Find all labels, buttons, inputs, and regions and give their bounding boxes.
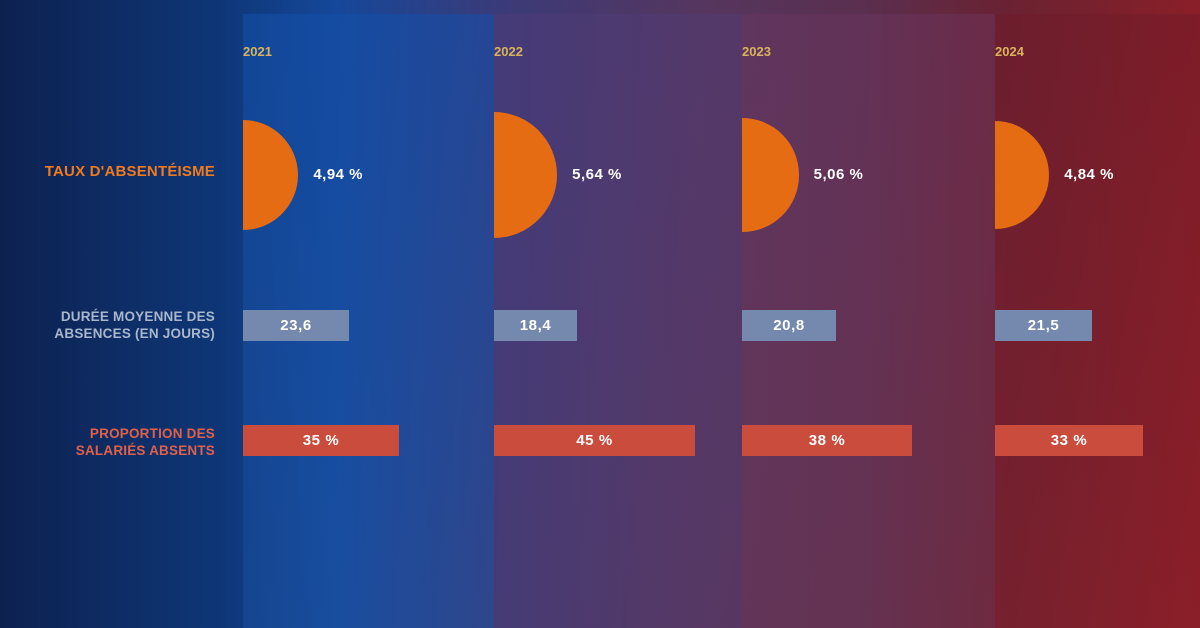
year-label: 2022 — [494, 44, 523, 59]
duration-bar: 21,5 — [995, 310, 1092, 341]
row-label-line: DURÉE MOYENNE DES — [60, 309, 215, 324]
year-label: 2023 — [742, 44, 771, 59]
rate-value-label: 4,84 % — [1064, 166, 1114, 183]
row-label-line: ABSENCES (EN JOURS) — [54, 326, 215, 341]
proportion-bar: 35 % — [243, 425, 399, 456]
proportion-bar: 45 % — [494, 425, 695, 456]
rate-value-label: 5,06 % — [813, 166, 864, 183]
duration-bar: 20,8 — [742, 310, 836, 341]
year-label: 2021 — [243, 44, 272, 59]
rate-value-label: 5,64 % — [572, 166, 622, 183]
duration-bar: 18,4 — [494, 310, 577, 341]
row-label-absent-proportion: PROPORTION DES SALARIÉS ABSENTS — [76, 425, 215, 459]
duration-bar: 23,6 — [243, 310, 349, 341]
year-label: 2024 — [995, 44, 1024, 59]
row-label-absenteeism-rate: TAUX D'ABSENTÉISME — [44, 163, 215, 180]
row-label-line: PROPORTION DES — [89, 426, 215, 441]
proportion-bar: 38 % — [742, 425, 912, 456]
rate-value-label: 4,94 % — [313, 166, 364, 183]
proportion-bar: 33 % — [995, 425, 1143, 456]
row-label-average-duration: DURÉE MOYENNE DES ABSENCES (EN JOURS) — [54, 308, 215, 342]
row-label-line: SALARIÉS ABSENTS — [75, 443, 215, 458]
